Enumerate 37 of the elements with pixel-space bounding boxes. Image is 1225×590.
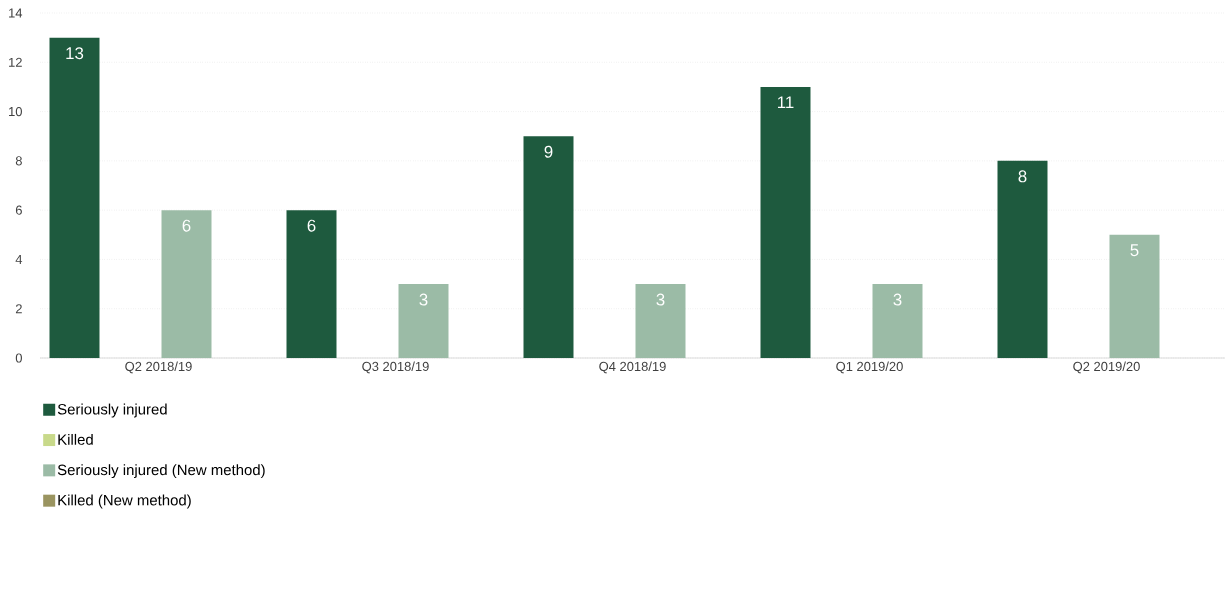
bar bbox=[760, 86, 811, 358]
data-label: 5 bbox=[1130, 244, 1139, 257]
bar bbox=[523, 136, 574, 358]
data-label: 11 bbox=[778, 96, 794, 109]
y-tick-label: 4 bbox=[15, 254, 23, 264]
y-tick-label: 10 bbox=[9, 106, 22, 117]
x-tick-label: Q2 2018/19 bbox=[125, 361, 192, 374]
y-tick-label: 8 bbox=[15, 156, 22, 166]
data-label: 9 bbox=[544, 145, 553, 158]
data-label: 3 bbox=[419, 293, 428, 306]
legend-label: Seriously injured bbox=[57, 403, 167, 418]
bar bbox=[1109, 234, 1160, 358]
bar bbox=[286, 210, 337, 358]
bar bbox=[635, 284, 686, 358]
bar bbox=[997, 160, 1048, 358]
data-label: 6 bbox=[307, 219, 316, 232]
y-tick-label: 14 bbox=[9, 8, 23, 18]
data-label: 13 bbox=[66, 47, 84, 60]
bar bbox=[872, 284, 923, 358]
legend-label: Killed bbox=[58, 433, 93, 445]
y-tick-label: 12 bbox=[9, 57, 22, 67]
legend-label: Killed (New method) bbox=[58, 494, 191, 509]
y-tick-label: 0 bbox=[15, 353, 22, 363]
bar bbox=[161, 210, 212, 358]
bar bbox=[398, 284, 449, 358]
legend-label: Seriously injured (New method) bbox=[57, 464, 265, 479]
y-tick-label: 2 bbox=[15, 304, 22, 314]
bar bbox=[49, 37, 100, 358]
x-tick-label: Q2 2019/20 bbox=[1073, 361, 1140, 374]
data-label: 3 bbox=[893, 293, 902, 306]
data-label: 3 bbox=[656, 293, 665, 306]
data-label: 6 bbox=[182, 219, 191, 232]
y-tick-label: 6 bbox=[15, 205, 22, 215]
data-label: 8 bbox=[1018, 170, 1027, 183]
x-tick-label: Q1 2019/20 bbox=[836, 361, 903, 374]
x-tick-label: Q4 2018/19 bbox=[599, 361, 666, 374]
x-tick-label: Q3 2018/19 bbox=[362, 361, 429, 374]
